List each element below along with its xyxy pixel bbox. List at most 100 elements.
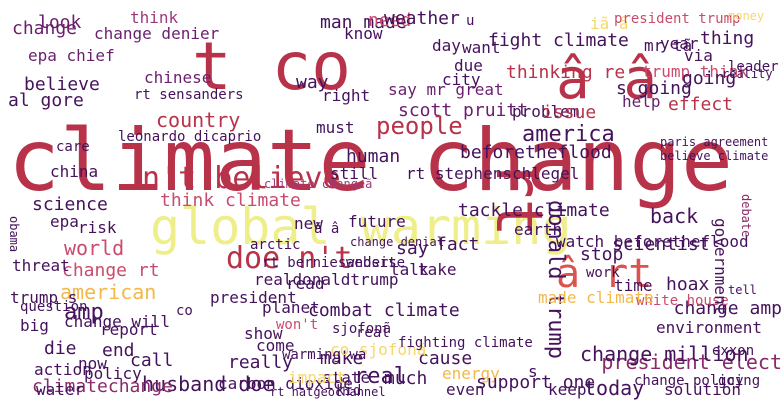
cloud-word: trump think (642, 62, 748, 81)
cloud-word: even (446, 380, 485, 399)
cloud-word: action (34, 360, 92, 379)
cloud-word: think (130, 8, 179, 27)
cloud-word: water (36, 380, 85, 399)
cloud-word: tackle climate (458, 200, 610, 221)
cloud-word: due (454, 56, 483, 75)
cloud-word: impact (288, 368, 346, 387)
cloud-word: city (442, 70, 481, 89)
cloud-word: state (322, 368, 371, 387)
cloud-word: today (584, 376, 645, 400)
cloud-word: problem (512, 102, 580, 121)
cloud-word: chinese (144, 68, 212, 87)
cloud-word: threat (12, 256, 70, 275)
cloud-word: going (682, 68, 737, 89)
cloud-word: president elect (601, 350, 782, 374)
cloud-word: doe n't (226, 241, 353, 276)
cloud-word: solution (664, 380, 742, 399)
cloud-word: hoax (666, 274, 710, 295)
cloud-word: amp (64, 300, 104, 325)
cloud-word: beforetheflood (460, 142, 612, 163)
cloud-word: change denial (350, 235, 444, 249)
cloud-word: paris agreement (660, 135, 769, 149)
cloud-word: risk (78, 218, 117, 237)
cloud-word: earth (514, 220, 563, 239)
cloud-word: t co (192, 28, 351, 105)
cloud-word: question (20, 299, 88, 315)
cloud-word: believe climate (660, 149, 769, 163)
cloud-word: believe (24, 74, 100, 95)
cloud-word: science (32, 194, 108, 215)
cloud-word: say mr great (388, 80, 504, 99)
cloud-word: planet (262, 298, 320, 317)
cloud-word: via (684, 46, 713, 65)
cloud-word: rt sensanders (134, 87, 244, 103)
cloud-word: rt stephenschlegel (406, 164, 580, 183)
cloud-word: thinking re (506, 62, 626, 83)
cloud-word: debate (739, 194, 753, 238)
cloud-word: climate changeã (264, 177, 373, 191)
cloud-word: human (346, 146, 401, 167)
cloud-word: change denier (94, 24, 220, 43)
cloud-word: carbon dioxide (218, 374, 353, 393)
cloud-word: fight climate (488, 30, 629, 51)
cloud-word: obama (7, 216, 21, 253)
cloud-word: president (210, 288, 297, 307)
cloud-word: issue (542, 102, 597, 123)
cloud-word: right (322, 86, 371, 105)
cloud-word: think climate (160, 190, 301, 211)
cloud-word: change amp (673, 298, 782, 319)
cloud-word: change (12, 18, 78, 39)
cloud-word: help (622, 92, 661, 111)
cloud-word: energy (442, 364, 500, 383)
cloud-word: know (344, 24, 383, 43)
cloud-word: way (296, 72, 329, 93)
cloud-word: effect (668, 94, 734, 115)
cloud-word: end (102, 340, 135, 361)
cloud-word: rt berniesanders (262, 255, 397, 271)
cloud-word: going (718, 373, 761, 389)
cloud-word: report (100, 320, 158, 339)
cloud-word: call (130, 350, 174, 371)
cloud-word: american (60, 280, 157, 304)
cloud-word: man made (320, 12, 407, 33)
cloud-word: now (78, 354, 107, 373)
cloud-word: look (38, 12, 82, 33)
cloud-word: exxon (712, 343, 755, 359)
cloud-word: rt (481, 160, 555, 238)
cloud-word: won't (276, 317, 319, 333)
cloud-word: epa chief (28, 46, 115, 65)
cloud-word: realdonaldtrump (254, 270, 399, 289)
cloud-word: s going (616, 78, 692, 99)
cloud-word: talk (390, 260, 429, 279)
cloud-word: care (56, 139, 90, 155)
cloud-word: al gore (8, 90, 84, 111)
cloud-word: ã â (314, 221, 340, 237)
cloud-word: co sjofonã (330, 340, 427, 359)
cloud-word: website (346, 255, 406, 271)
cloud-word: support one (476, 372, 596, 393)
cloud-word: kid (336, 383, 362, 399)
cloud-word: work (586, 265, 620, 281)
cloud-word: want (462, 38, 501, 57)
cloud-word: weather (384, 8, 460, 29)
cloud-word: new (294, 214, 323, 233)
cloud-word: scott pruitt (398, 100, 529, 121)
cloud-word: thing (700, 28, 755, 49)
cloud-word: global warming (150, 198, 572, 256)
cloud-word: much (384, 368, 428, 389)
cloud-word: world (64, 236, 125, 260)
cloud-word: combat climate (308, 300, 460, 321)
cloud-word: still (330, 164, 379, 183)
cloud-word: environment (656, 318, 762, 337)
cloud-word: government (711, 218, 730, 315)
cloud-word: money (728, 9, 765, 23)
cloud-word: make (320, 348, 364, 369)
cloud-word: arctic (250, 237, 301, 253)
cloud-word: fact (436, 234, 480, 255)
cloud-word: leader (728, 59, 779, 75)
cloud-word: show (244, 324, 283, 343)
cloud-word: really (228, 352, 294, 373)
cloud-word: sjofonã (332, 321, 392, 337)
cloud-word: people (376, 112, 463, 140)
